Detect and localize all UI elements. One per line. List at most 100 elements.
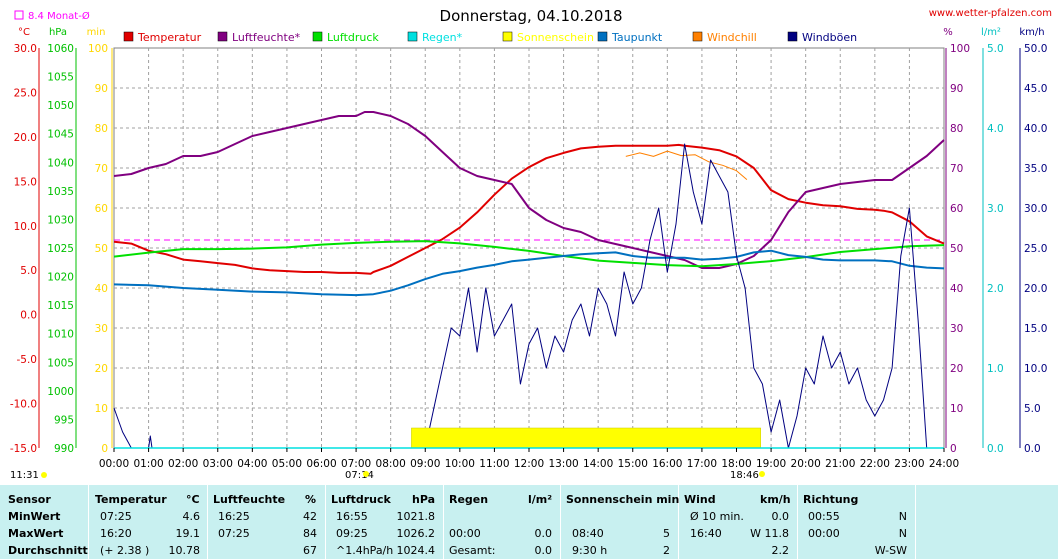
unit-wind: km/h: [1019, 27, 1044, 38]
pressure-axis-tick-label: 995: [54, 414, 74, 426]
table-cell-r-val: 0.0: [534, 544, 553, 557]
table-cell-p-time: ^1.4hPa/h: [336, 544, 394, 557]
header-wind: Wind: [684, 493, 716, 506]
header-dir: Richtung: [803, 493, 859, 506]
monthly-avg-label: 8.4 Monat-Ø: [28, 10, 90, 22]
wind-axis-tick-label: 30.0: [1024, 203, 1047, 215]
rain-axis-tick-label: 4.0: [987, 123, 1004, 135]
minutes-axis-tick-label: 100: [88, 43, 108, 55]
percent-axis-tick-label: 0: [950, 443, 957, 455]
monthly-avg-box-icon: [14, 10, 24, 20]
wind-axis-tick-label: 50.0: [1024, 43, 1047, 55]
table-cell-r-time: Gesamt:: [449, 544, 496, 557]
series-windchill: [625, 150, 748, 180]
percent-axis-tick-label: 70: [950, 163, 963, 175]
table-cell-s-val: 2: [663, 544, 670, 557]
table-cell-w-time: 16:40: [690, 527, 722, 540]
table-cell-t-time: 07:25: [100, 510, 132, 523]
temp-axis-tick-label: 30.0: [14, 43, 37, 55]
x-tick-label: 11:00: [479, 458, 509, 470]
x-tick-label: 04:00: [237, 458, 267, 470]
x-tick-label: 06:00: [306, 458, 336, 470]
pressure-axis-tick-label: 1010: [47, 329, 74, 341]
table-cell-h-val: 84: [303, 527, 317, 540]
x-tick-label: 09:00: [410, 458, 440, 470]
wind-axis-tick-label: 0.0: [1024, 443, 1041, 455]
percent-axis-tick-label: 60: [950, 203, 963, 215]
rain-axis-tick-label: 1.0: [987, 363, 1004, 375]
col-sep: [678, 485, 679, 559]
col-sep: [207, 485, 208, 559]
wind-axis-tick-label: 20.0: [1024, 283, 1047, 295]
table-cell-t-time: 16:20: [100, 527, 132, 540]
minutes-axis-tick-label: 50: [95, 243, 108, 255]
wind-axis-tick-label: 45.0: [1024, 83, 1047, 95]
temp-axis-tick-label: -15.0: [10, 443, 37, 455]
wind-axis-tick-label: 15.0: [1024, 323, 1047, 335]
x-tick-label: 01:00: [133, 458, 163, 470]
temp-axis-tick-label: 20.0: [14, 132, 37, 144]
weather-chart: Donnerstag, 04.10.2018 www.wetter-pfalze…: [9, 7, 1052, 481]
legend-swatch: [217, 31, 228, 42]
minutes-axis-tick-label: 30: [95, 323, 108, 335]
col-sep: [88, 485, 89, 559]
table-cell-h-time: 16:25: [218, 510, 250, 523]
percent-axis-tick-label: 50: [950, 243, 963, 255]
minutes-axis-tick-label: 90: [95, 83, 108, 95]
unit-temp: °C: [18, 27, 30, 38]
table-cell-d-time: 00:00: [808, 527, 840, 540]
table-cell-p-val: 1024.4: [396, 544, 436, 557]
minutes-axis-tick-label: 0: [101, 443, 108, 455]
x-tick-label: 02:00: [168, 458, 198, 470]
minutes-axis-tick-label: 80: [95, 123, 108, 135]
chart-title: Donnerstag, 04.10.2018: [440, 7, 623, 25]
table-cell-label: Durchschnitt: [8, 544, 88, 557]
table-cell-p-time: 09:25: [336, 527, 368, 540]
pressure-axis-tick-label: 1000: [47, 386, 74, 398]
percent-axis-tick-label: 10: [950, 403, 963, 415]
table-cell-s-time: 08:40: [572, 527, 604, 540]
rain-axis-tick-label: 2.0: [987, 283, 1004, 295]
table-cell-w-val: W 11.8: [750, 527, 789, 540]
table-cell-w-val: 0.0: [771, 510, 790, 523]
x-tick-label: 19:00: [756, 458, 786, 470]
legend-label: Taupunkt: [611, 31, 663, 44]
pressure-axis-tick-label: 1030: [47, 214, 74, 226]
percent-axis-tick-label: 20: [950, 363, 963, 375]
header-temp: Temperatur: [95, 493, 167, 506]
pressure-axis-tick-label: 1060: [47, 43, 74, 55]
legend-swatch: [787, 31, 798, 42]
temp-axis-tick-label: 0.0: [20, 310, 37, 322]
minutes-axis-tick-label: 20: [95, 363, 108, 375]
time-label: 11:31: [10, 470, 39, 481]
x-tick-label: 24:00: [929, 458, 959, 470]
x-tick-label: 17:00: [687, 458, 717, 470]
table-cell-s-time: 9:30 h: [572, 544, 608, 557]
series-luftfeuchte: [113, 111, 945, 269]
unit-minutes: min: [87, 27, 106, 38]
x-tick-label: 14:00: [583, 458, 613, 470]
header-sun: Sonnenschein min: [566, 493, 680, 506]
minutes-axis-tick-label: 10: [95, 403, 108, 415]
sunset-sun-icon: [759, 471, 765, 477]
unit-percent: %: [943, 27, 953, 38]
table-cell-d-time: 00:55: [808, 510, 840, 523]
temp-axis-tick-label: -5.0: [17, 354, 38, 366]
legend-label: Luftfeuchte*: [232, 31, 301, 44]
legend-label: Luftdruck: [327, 31, 379, 44]
header-press: Luftdruck: [331, 493, 391, 506]
header-hum: Luftfeuchte: [213, 493, 286, 506]
pressure-axis-tick-label: 1035: [47, 186, 74, 198]
legend: Temperatur Luftfeuchte* Luftdruck Regen* Son…: [123, 31, 857, 44]
table-cell-r-val: 0.0: [534, 527, 553, 540]
table-cell-label: MinWert: [8, 510, 61, 523]
legend-swatch: [597, 31, 608, 42]
legend-swatch: [692, 31, 703, 42]
temp-axis-tick-label: 5.0: [20, 265, 37, 277]
pressure-axis-tick-label: 1020: [47, 272, 74, 284]
rain-axis-tick-label: 0.0: [987, 443, 1004, 455]
series-temperatur: [113, 143, 945, 275]
wind-axis-tick-label: 5.0: [1024, 403, 1041, 415]
header-hum-unit: %: [305, 493, 317, 506]
percent-axis-tick-label: 40: [950, 283, 963, 295]
